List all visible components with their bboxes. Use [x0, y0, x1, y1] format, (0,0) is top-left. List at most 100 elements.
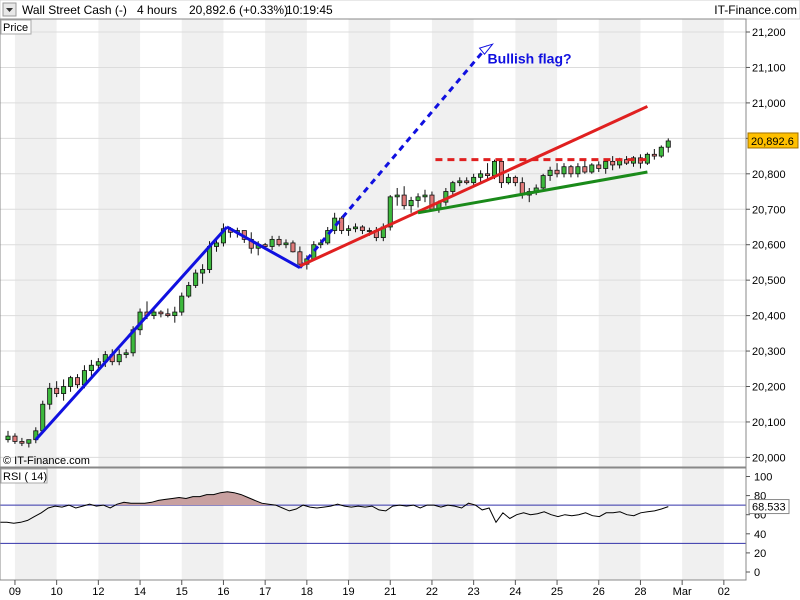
- candle: [582, 159, 588, 174]
- price-annotations: Bullish flag?: [34, 43, 649, 441]
- price-band: [348, 19, 391, 467]
- price-label-box: [0, 19, 32, 35]
- arrow-head: [478, 43, 494, 55]
- date-tick-label: 17: [259, 586, 271, 598]
- candle-body: [172, 311, 178, 316]
- candle: [158, 310, 164, 318]
- date-tick-label: 02: [718, 586, 730, 598]
- candle: [457, 177, 463, 187]
- date-tick-label: 10: [51, 586, 63, 598]
- candle-body: [491, 160, 497, 176]
- last-price-tag: 20,892.6: [747, 132, 799, 149]
- candle-body: [193, 272, 199, 286]
- candle-body: [512, 176, 518, 184]
- candle: [610, 156, 616, 171]
- candle: [40, 400, 46, 433]
- candle: [651, 148, 657, 160]
- price-label: Price: [3, 22, 28, 34]
- rsi-band: [181, 468, 224, 580]
- last-price-value: 20,892.6: [751, 136, 794, 148]
- last-price-box: [747, 132, 799, 149]
- candle-body: [213, 242, 219, 247]
- candle: [26, 439, 32, 448]
- date-tick-label: 18: [301, 586, 313, 598]
- candle-body: [40, 403, 46, 432]
- trendline: [34, 225, 229, 441]
- candle-body: [547, 169, 553, 176]
- candle: [561, 163, 567, 178]
- rsi-band: [14, 468, 57, 580]
- bullish-flag-annotation: Bullish flag?: [488, 51, 572, 67]
- candle-body: [88, 364, 94, 371]
- candle: [61, 379, 67, 401]
- rsi-tick-label: 20: [754, 548, 766, 560]
- candle-body: [485, 173, 491, 176]
- rsi-plot: [0, 491, 669, 524]
- candle: [554, 163, 560, 178]
- title-bar-icon[interactable]: [2, 2, 17, 17]
- candle-body: [200, 269, 206, 274]
- candle-body: [47, 387, 53, 405]
- rsi-bands: [14, 468, 724, 580]
- price-tick-label: 21,200: [752, 27, 786, 39]
- date-tick-label: 19: [342, 586, 354, 598]
- price-tick-label: 21,000: [752, 98, 786, 110]
- candle-body: [151, 311, 157, 316]
- price-band: [682, 19, 724, 467]
- date-tick-label: 24: [509, 586, 521, 598]
- rsi-band: [431, 468, 474, 580]
- candle-body: [346, 228, 352, 231]
- price-tick-label: 20,300: [752, 346, 786, 358]
- candle-body: [5, 435, 11, 441]
- price-tick-label: 20,400: [752, 311, 786, 323]
- candle-body: [540, 175, 546, 189]
- candle-body: [186, 285, 192, 297]
- price-grid: [0, 31, 746, 458]
- candle-body: [75, 377, 81, 386]
- candle: [213, 239, 219, 252]
- date-tick-label: 21: [384, 586, 396, 598]
- candle: [624, 156, 630, 165]
- candle: [422, 189, 428, 203]
- candle-body: [464, 180, 470, 184]
- candle: [596, 161, 602, 173]
- rsi-band: [98, 468, 141, 580]
- candle-body: [554, 169, 560, 175]
- candle-body: [318, 242, 324, 246]
- candle-body: [422, 194, 428, 198]
- candle: [540, 173, 546, 192]
- candle-body: [408, 199, 414, 207]
- price-tick-label: 20,000: [752, 452, 786, 464]
- candle-body: [575, 166, 581, 175]
- candle: [123, 349, 129, 359]
- candle: [88, 359, 94, 376]
- price-tick-label: 20,600: [752, 240, 786, 252]
- price-band: [431, 19, 474, 467]
- candle: [394, 187, 400, 206]
- rsi-band: [682, 468, 724, 580]
- candle-body: [276, 238, 282, 246]
- candle-body: [19, 441, 25, 444]
- date-tick-label: Mar: [673, 586, 692, 598]
- candle-body: [387, 196, 393, 228]
- date-tick-label: 23: [468, 586, 480, 598]
- rsi-last-value: 68.533: [752, 502, 786, 514]
- candle: [179, 292, 185, 316]
- candle-body: [158, 311, 164, 315]
- candle-body: [603, 160, 609, 169]
- candle: [276, 235, 282, 247]
- candle: [478, 170, 484, 183]
- date-tick-label: 12: [92, 586, 104, 598]
- rsi-tick-label: 40: [754, 529, 766, 541]
- trendline: [417, 170, 648, 215]
- date-tick-label: 28: [634, 586, 646, 598]
- copyright-watermark: © IT-Finance.com: [3, 455, 90, 467]
- candle-body: [651, 153, 657, 157]
- trendline: [299, 105, 649, 268]
- price-tick-label: 20,700: [752, 204, 786, 216]
- date-tick-label: 14: [134, 586, 146, 598]
- rsi-last-tag: 68.533: [748, 499, 790, 515]
- price-tick-label: 20,800: [752, 169, 786, 181]
- candle: [75, 374, 81, 389]
- candle: [290, 240, 296, 253]
